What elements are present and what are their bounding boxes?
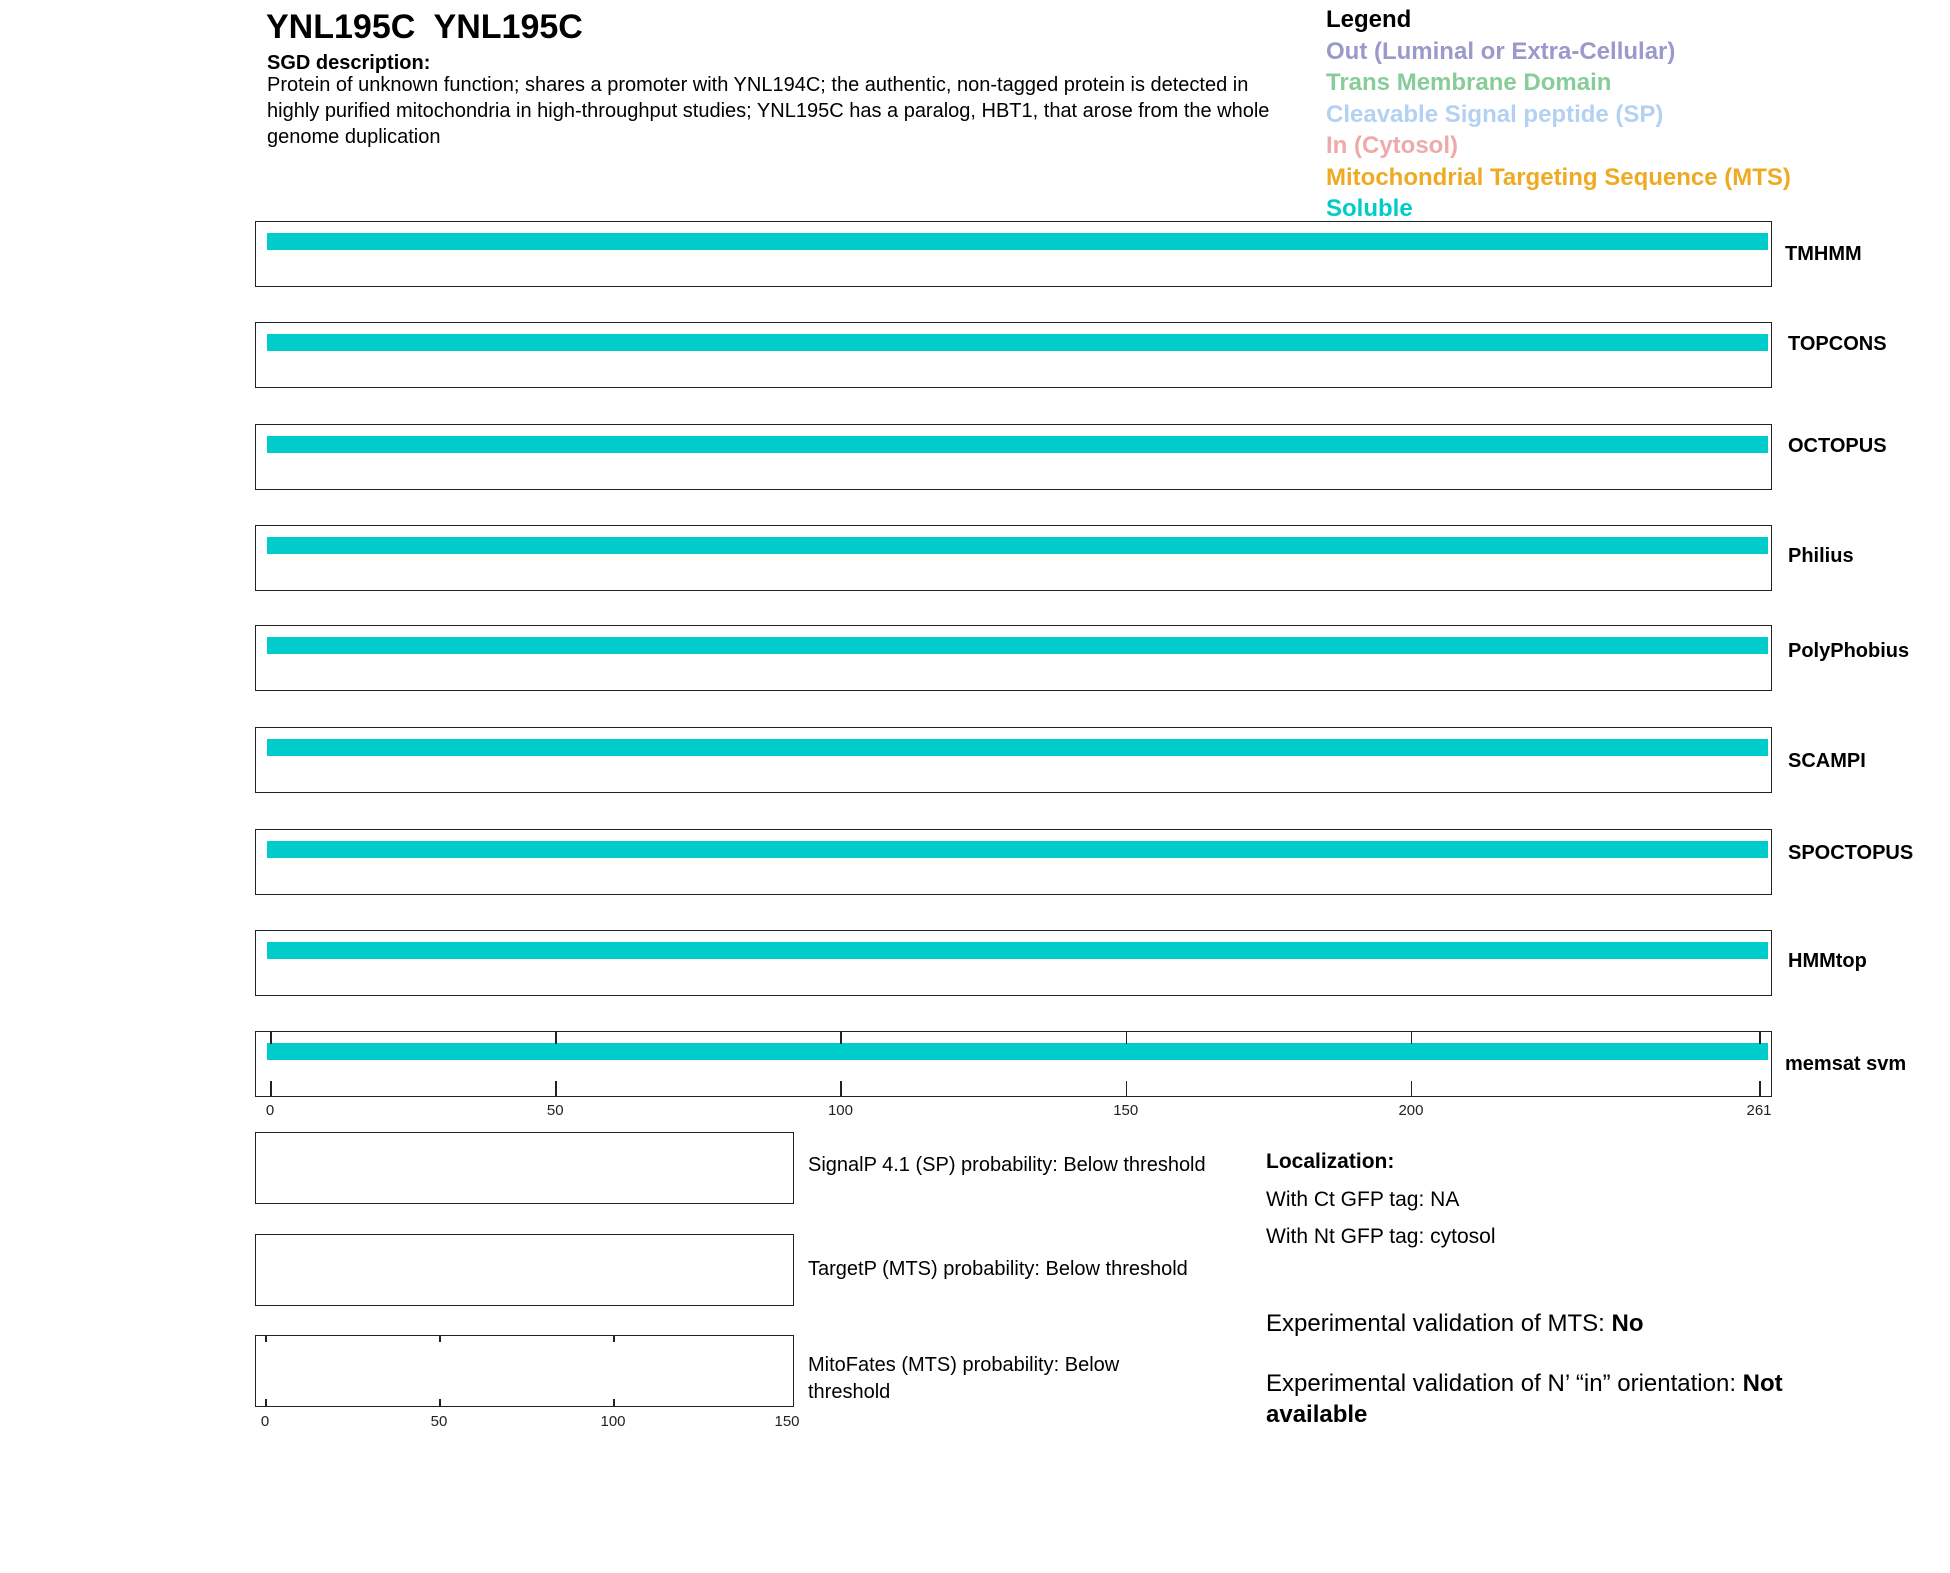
x-tick <box>555 1032 557 1044</box>
mitofates-tick <box>613 1336 615 1342</box>
track-segment-soluble <box>267 739 1768 756</box>
track-box <box>255 1031 1772 1097</box>
legend-item-cleavable-signal-peptide-sp: Cleavable Signal peptide (SP) <box>1326 100 1664 128</box>
probability-box <box>255 1234 794 1306</box>
description-heading: SGD description: <box>267 52 431 74</box>
track-segment-soluble <box>267 637 1768 654</box>
track-label: memsat svm <box>1785 1053 1907 1075</box>
track-label: SCAMPI <box>1788 750 1866 772</box>
localization-ct: With Ct GFP tag: NA <box>1266 1188 1460 1211</box>
experimental-mts: Experimental validation of MTS: No <box>1266 1308 1846 1339</box>
page-title: YNL195C YNL195C <box>266 8 583 46</box>
x-tick <box>840 1081 842 1096</box>
mitofates-tick <box>613 1399 615 1406</box>
probability-label: TargetP (MTS) probability: Below thresho… <box>808 1258 1188 1280</box>
track-label: SPOCTOPUS <box>1788 842 1914 864</box>
x-tick <box>555 1081 557 1096</box>
track-label: TOPCONS <box>1788 333 1887 355</box>
track-box <box>255 829 1772 895</box>
track-segment-soluble <box>267 233 1768 250</box>
legend-item-trans-membrane-domain: Trans Membrane Domain <box>1326 69 1612 96</box>
track-box <box>255 625 1772 691</box>
legend: Legend Out (Luminal or Extra-Cellular) Tr… <box>1326 4 1791 225</box>
legend-item-soluble: Soluble <box>1326 195 1413 222</box>
mitofates-tick <box>439 1336 441 1342</box>
legend-item-mitochondrial-targeting-sequence-mts: Mitochondrial Targeting Sequence (MTS) <box>1326 163 1791 191</box>
legend-title: Legend <box>1326 6 1412 33</box>
track-segment-soluble <box>267 942 1768 959</box>
x-tick <box>1759 1081 1761 1096</box>
track-box <box>255 221 1772 287</box>
orientation-label: Experimental validation of N’ “in” orien… <box>1266 1370 1743 1397</box>
mitofates-tick-label: 100 <box>600 1413 626 1430</box>
track-box <box>255 424 1772 490</box>
track-label: Philius <box>1788 545 1854 567</box>
probability-label: MitoFates (MTS) probability: Below thres… <box>808 1354 1120 1403</box>
mts-label: Experimental validation of MTS: <box>1266 1310 1612 1337</box>
x-tick <box>1125 1081 1128 1096</box>
track-segment-soluble <box>267 1043 1768 1060</box>
mts-value: No <box>1611 1310 1644 1337</box>
x-tick <box>270 1081 272 1096</box>
mitofates-tick-label: 0 <box>260 1413 270 1430</box>
x-tick-label: 100 <box>827 1102 853 1119</box>
track-box <box>255 930 1772 996</box>
experimental-orientation: Experimental validation of N’ “in” orien… <box>1266 1368 1846 1430</box>
x-tick-label: 261 <box>1746 1102 1772 1119</box>
x-tick <box>1410 1081 1413 1096</box>
x-tick-label: 150 <box>1113 1102 1139 1119</box>
track-box <box>255 322 1772 388</box>
x-tick <box>1759 1032 1761 1044</box>
track-segment-soluble <box>267 436 1768 453</box>
x-tick <box>1125 1032 1128 1044</box>
track-label: HMMtop <box>1788 950 1867 972</box>
mitofates-tick-label: 150 <box>774 1413 800 1430</box>
description: Protein of unknown function; shares a pr… <box>267 74 1270 148</box>
mitofates-tick <box>439 1399 441 1406</box>
track-box <box>255 727 1772 793</box>
track-box <box>255 525 1772 591</box>
track-segment-soluble <box>267 841 1768 858</box>
x-tick-label: 50 <box>546 1102 564 1119</box>
orientation-value: Not available <box>1266 1370 1783 1428</box>
track-label: PolyPhobius <box>1788 640 1910 662</box>
track-segment-soluble <box>267 334 1768 351</box>
localization-nt: With Nt GFP tag: cytosol <box>1266 1225 1496 1248</box>
localization-heading: Localization: <box>1266 1150 1395 1173</box>
mitofates-tick-label: 50 <box>430 1413 448 1430</box>
probability-box <box>255 1132 794 1204</box>
x-tick <box>1410 1032 1413 1044</box>
x-tick-label: 200 <box>1398 1102 1424 1119</box>
x-tick-label: 0 <box>265 1102 275 1119</box>
mitofates-tick <box>265 1399 267 1406</box>
track-label: OCTOPUS <box>1788 435 1887 457</box>
track-label: TMHMM <box>1785 243 1862 265</box>
legend-item-in-cytosol: In (Cytosol) <box>1326 132 1458 159</box>
track-segment-soluble <box>267 537 1768 554</box>
x-tick <box>270 1032 272 1044</box>
mitofates-tick <box>265 1336 267 1342</box>
legend-item-out-luminal-or-extra-cellular: Out (Luminal or Extra-Cellular) <box>1326 37 1676 65</box>
probability-label: SignalP 4.1 (SP) probability: Below thre… <box>808 1154 1206 1176</box>
x-tick <box>840 1032 842 1044</box>
probability-box <box>255 1335 794 1407</box>
